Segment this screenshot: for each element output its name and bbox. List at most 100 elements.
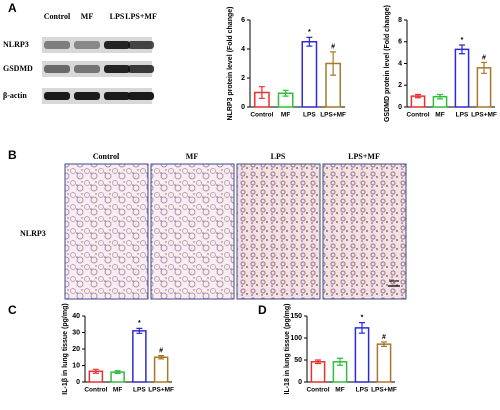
error-bar [330,51,337,76]
bar [310,361,326,383]
blot-column-label: MF [81,12,94,21]
error-bar [114,370,121,375]
error-bar [136,327,143,334]
panel-label: B [8,148,17,162]
blot-band [104,41,130,49]
histology-image [236,163,321,300]
y-tick-label: 0 [241,104,245,111]
y-axis-label: NLRP3 protein level (Fold change) [227,7,234,121]
y-tick-label: 40 [72,313,80,320]
y-axis-label: IL-18 in lung tissue (pg/mg) [284,304,291,395]
histology-column-label: Control [93,152,120,161]
significance-marker: # [159,347,163,354]
bar [301,41,318,108]
y-tick-label: 150 [290,313,302,320]
significance-marker: * [308,29,311,36]
y-axis-label: GSDMD protein level (Fold change) [384,5,391,122]
y-tick-label: 8 [398,17,402,24]
y-tick-label: 50 [294,357,302,364]
y-tick-label: 0 [76,379,80,386]
panel-label: C [8,303,17,317]
y-tick-label: 10 [72,362,80,369]
bar [153,356,169,383]
y-tick-label: 30 [72,329,80,336]
blot-band [74,92,100,100]
histology-image [64,163,149,300]
x-tick-label: LPS+MF [471,112,497,119]
x-tick-label: MF [435,112,444,119]
blot-band [128,92,154,100]
y-tick-label: 6 [241,17,245,24]
panel-label: D [258,303,267,317]
blot-band [74,65,100,73]
y-tick-label: 2 [241,75,245,82]
histology-row-label: NLRP3 [20,229,46,238]
blot-row-label: GSDMD [3,64,33,73]
blot-column-label: Control [44,12,71,21]
blot-band [128,65,154,73]
scale-bar-label: 50μm [389,278,400,283]
blot-band [44,65,70,73]
error-bar [315,359,321,365]
y-axis-label: IL-1β in lung tissue (pg/mg) [62,303,69,394]
y-tick-label: 2 [398,82,402,89]
x-tick-label: LPS [303,112,316,119]
y-tick-label: 0 [398,104,402,111]
significance-marker: * [461,37,464,44]
error-bar [437,93,443,100]
bar [354,327,370,383]
histology-column-label: LPS+MF [348,152,380,161]
x-tick-label: LPS [456,112,469,119]
blot-row-label: NLRP3 [3,40,29,49]
bar [132,330,147,383]
error-bar [92,368,99,374]
y-tick-label: 6 [398,39,402,46]
histology-image [150,163,235,300]
blot-column-label: LPS [110,12,125,21]
blot-band [74,41,100,49]
significance-marker: * [361,314,364,321]
error-bar [415,93,421,99]
histology-column-label: MF [186,152,199,161]
x-tick-label: Control [406,112,429,119]
blot-band [44,41,70,49]
error-bar [481,61,487,74]
x-tick-label: LPS+MF [371,387,397,394]
significance-marker: # [482,54,486,61]
significance-marker: # [382,334,386,341]
error-bar [381,341,387,347]
panel-label: A [8,1,17,15]
blot-band [104,65,130,73]
x-tick-label: LPS [133,387,146,394]
y-tick-label: 4 [398,60,402,67]
x-tick-label: LPS [356,387,369,394]
x-tick-label: LPS+MF [320,112,346,119]
significance-marker: * [138,320,141,327]
blot-column-label: LPS+MF [125,12,157,21]
error-bar [158,355,165,360]
histology-image [322,163,407,300]
x-tick-label: MF [281,112,290,119]
x-tick-label: Control [250,112,273,119]
blot-band [128,41,154,49]
error-bar [258,86,265,99]
bar [454,48,470,108]
x-tick-label: Control [84,387,107,394]
x-tick-label: LPS+MF [148,387,174,394]
x-tick-label: MF [113,387,122,394]
significance-marker: # [331,44,335,51]
y-tick-label: 100 [290,335,302,342]
blot-band [104,92,130,100]
y-tick-label: 20 [72,346,80,353]
bar [376,343,392,383]
x-tick-label: MF [335,387,344,394]
error-bar [282,89,289,97]
x-tick-label: Control [306,387,329,394]
histology-column-label: LPS [271,152,286,161]
error-bar [306,36,313,47]
error-bar [459,44,465,55]
y-tick-label: 0 [298,379,302,386]
blot-band [44,92,70,100]
error-bar [337,357,343,366]
